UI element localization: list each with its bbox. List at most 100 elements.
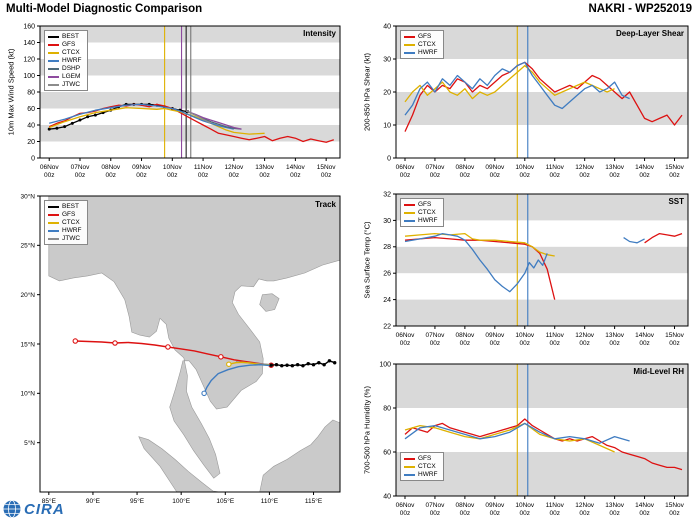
svg-text:12Nov: 12Nov	[575, 332, 595, 339]
svg-text:10Nov: 10Nov	[515, 332, 535, 339]
svg-text:14Nov: 14Nov	[635, 332, 655, 339]
svg-text:07Nov: 07Nov	[426, 164, 446, 171]
svg-text:30: 30	[383, 56, 391, 63]
svg-text:12Nov: 12Nov	[575, 502, 595, 509]
svg-text:26: 26	[383, 271, 391, 278]
svg-text:00z: 00z	[106, 172, 116, 179]
svg-text:08Nov: 08Nov	[455, 332, 475, 339]
svg-text:08Nov: 08Nov	[455, 164, 475, 171]
sst-chart: 22242628303206Nov00z07Nov00z08Nov00z09No…	[383, 191, 689, 347]
svg-text:00z: 00z	[460, 172, 470, 179]
svg-text:09Nov: 09Nov	[485, 164, 505, 171]
svg-text:95°E: 95°E	[130, 497, 145, 505]
svg-text:10Nov: 10Nov	[515, 502, 535, 509]
sst-ylabel: Sea Surface Temp (°C)	[362, 221, 372, 299]
legend-entry-ctcx: CTCX	[48, 219, 82, 226]
svg-text:24: 24	[383, 297, 391, 304]
legend-entry-hwrf: HWRF	[404, 217, 438, 224]
rh-chart: 40608010006Nov00z07Nov00z08Nov00z09Nov00…	[379, 361, 689, 517]
legend-entry-jtwc: JTWC	[48, 235, 82, 242]
shear-legend: GFS CTCX HWRF	[400, 30, 444, 59]
svg-text:12Nov: 12Nov	[575, 164, 595, 171]
svg-text:00z: 00z	[520, 510, 530, 517]
svg-text:85°E: 85°E	[42, 497, 57, 505]
svg-text:00z: 00z	[490, 510, 500, 517]
svg-text:09Nov: 09Nov	[485, 332, 505, 339]
svg-text:00z: 00z	[609, 172, 619, 179]
sst-legend: GFS CTCX HWRF	[400, 198, 444, 227]
page-title: Multi-Model Diagnostic Comparison	[6, 3, 203, 15]
legend-entry-hwrf: HWRF	[48, 227, 82, 234]
svg-text:30: 30	[383, 218, 391, 225]
svg-text:13Nov: 13Nov	[605, 502, 625, 509]
svg-text:09Nov: 09Nov	[132, 164, 152, 171]
svg-text:09Nov: 09Nov	[485, 502, 505, 509]
svg-text:40: 40	[27, 122, 35, 129]
svg-text:15Nov: 15Nov	[665, 332, 685, 339]
svg-text:13Nov: 13Nov	[605, 332, 625, 339]
svg-text:32: 32	[383, 191, 391, 198]
cira-globe-icon	[3, 500, 21, 518]
cira-logo: CIRA	[2, 499, 65, 519]
svg-text:00z: 00z	[549, 510, 559, 517]
svg-text:00z: 00z	[400, 510, 410, 517]
svg-text:28: 28	[383, 244, 391, 251]
svg-text:00z: 00z	[669, 340, 679, 347]
svg-text:07Nov: 07Nov	[71, 164, 91, 171]
svg-text:60: 60	[383, 449, 391, 456]
svg-text:15Nov: 15Nov	[665, 164, 685, 171]
svg-text:15Nov: 15Nov	[665, 502, 685, 509]
svg-text:10Nov: 10Nov	[515, 164, 535, 171]
svg-text:22: 22	[383, 323, 391, 330]
cira-logo-text: CIRA	[24, 500, 65, 518]
svg-text:00z: 00z	[669, 172, 679, 179]
svg-text:00z: 00z	[579, 340, 589, 347]
svg-text:20: 20	[383, 89, 391, 96]
svg-text:10°N: 10°N	[20, 390, 35, 398]
intensity-chart: 02040608010012014016006Nov00z07Nov00z08N…	[23, 23, 341, 179]
svg-text:00z: 00z	[639, 510, 649, 517]
svg-text:11Nov: 11Nov	[546, 502, 565, 509]
legend-entry-dshp: DSHP	[48, 65, 82, 72]
svg-text:00z: 00z	[460, 510, 470, 517]
svg-text:00z: 00z	[639, 340, 649, 347]
track-legend: BEST GFS CTCX HWRF JTWC	[44, 200, 88, 245]
legend-entry-ctcx: CTCX	[404, 209, 438, 216]
legend-entry-hwrf: HWRF	[48, 57, 82, 64]
svg-text:40: 40	[383, 23, 391, 30]
svg-text:14Nov: 14Nov	[635, 164, 655, 171]
svg-text:00z: 00z	[75, 172, 85, 179]
legend-entry-hwrf: HWRF	[404, 49, 438, 56]
svg-text:10Nov: 10Nov	[163, 164, 183, 171]
svg-text:00z: 00z	[44, 172, 54, 179]
svg-text:5°N: 5°N	[24, 439, 35, 447]
svg-text:100: 100	[379, 361, 391, 368]
svg-text:00z: 00z	[490, 172, 500, 179]
legend-entry-best: BEST	[48, 33, 82, 40]
svg-text:11Nov: 11Nov	[546, 332, 565, 339]
legend-entry-jtwc: JTWC	[48, 81, 82, 88]
svg-text:06Nov: 06Nov	[396, 332, 416, 339]
svg-text:00z: 00z	[520, 172, 530, 179]
intensity-ylabel: 10m Max Wind Speed (kt)	[6, 48, 16, 136]
svg-text:80: 80	[383, 405, 391, 412]
svg-text:00z: 00z	[490, 340, 500, 347]
svg-text:15Nov: 15Nov	[317, 164, 337, 171]
svg-text:00z: 00z	[136, 172, 146, 179]
svg-text:14Nov: 14Nov	[635, 502, 655, 509]
legend-entry-gfs: GFS	[404, 33, 438, 40]
svg-text:00z: 00z	[430, 340, 440, 347]
svg-text:14Nov: 14Nov	[286, 164, 306, 171]
svg-text:100°E: 100°E	[172, 497, 190, 505]
svg-text:00z: 00z	[290, 172, 300, 179]
svg-text:00z: 00z	[609, 340, 619, 347]
svg-text:100: 100	[23, 73, 35, 80]
svg-text:00z: 00z	[460, 340, 470, 347]
legend-entry-gfs: GFS	[48, 41, 82, 48]
legend-entry-gfs: GFS	[404, 201, 438, 208]
rh-legend: GFS CTCX HWRF	[400, 452, 444, 481]
svg-text:15°N: 15°N	[20, 340, 35, 348]
svg-text:00z: 00z	[639, 172, 649, 179]
svg-text:00z: 00z	[400, 340, 410, 347]
rh-panel-title: Mid-Level RH	[633, 367, 684, 376]
